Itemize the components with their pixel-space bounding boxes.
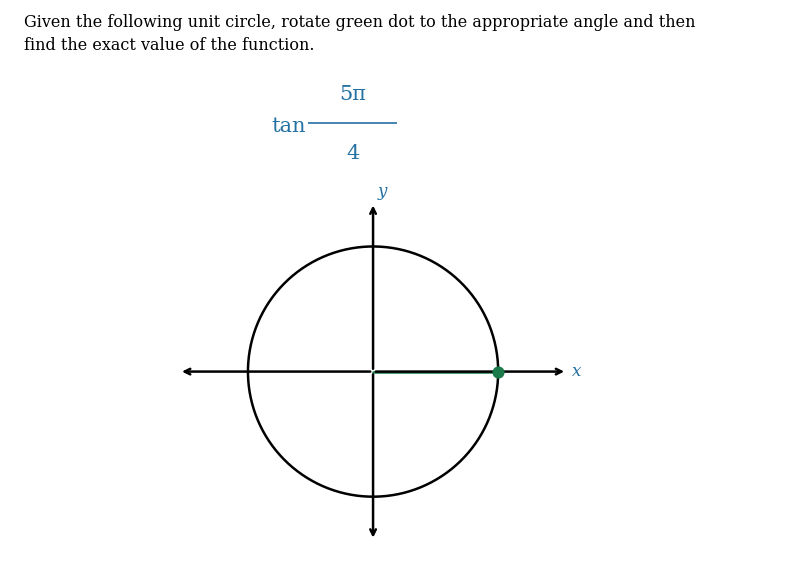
Text: find the exact value of the function.: find the exact value of the function. [24,37,315,53]
Text: y: y [378,183,388,200]
Text: 4: 4 [346,144,359,163]
Text: x: x [572,363,581,380]
Point [491,367,504,376]
Text: tan: tan [272,117,307,136]
Text: 5π: 5π [339,85,367,104]
Text: Given the following unit circle, rotate green dot to the appropriate angle and t: Given the following unit circle, rotate … [24,14,696,31]
